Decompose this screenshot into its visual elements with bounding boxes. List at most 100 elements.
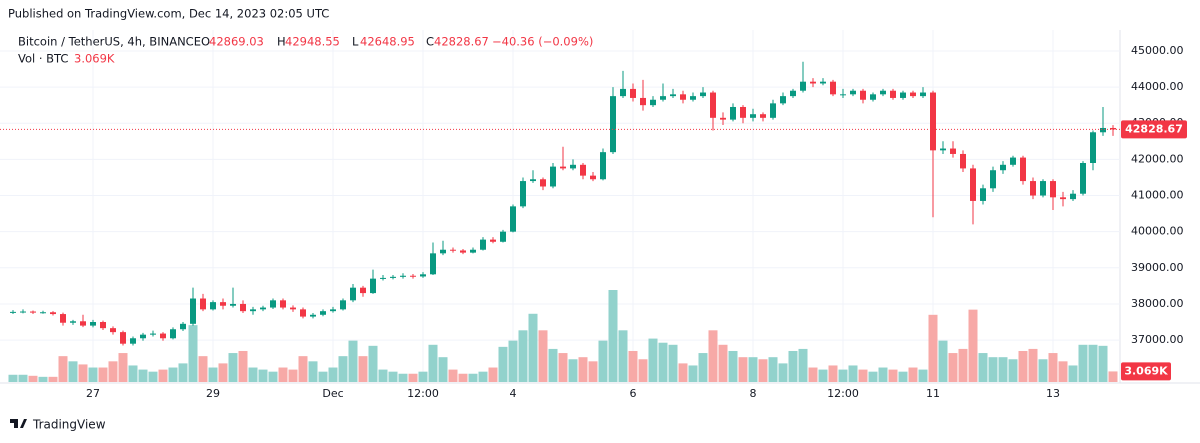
- candle-body: [550, 166, 556, 187]
- volume-bar: [1068, 365, 1078, 382]
- volume-bar: [488, 367, 498, 382]
- y-tick-label: 41000.00: [1131, 189, 1184, 202]
- volume-bar: [638, 359, 648, 382]
- volume-bar: [658, 342, 668, 382]
- volume-bar: [568, 359, 578, 382]
- volume-bar: [78, 364, 88, 382]
- candle-body: [460, 250, 466, 253]
- candle-body: [290, 307, 296, 310]
- published-note: Published on TradingView.com, Dec 14, 20…: [8, 7, 329, 21]
- volume-bars: [8, 290, 1118, 382]
- candle-body: [470, 249, 476, 253]
- volume-bar: [218, 363, 228, 382]
- volume-bar: [438, 357, 448, 382]
- candle-body: [620, 88, 626, 97]
- candle-body: [760, 114, 766, 118]
- candle-body: [1110, 127, 1116, 130]
- volume-bar: [338, 356, 348, 382]
- candle-body: [400, 275, 406, 277]
- candle-body: [840, 94, 846, 96]
- volume-title: Vol · BTC: [18, 52, 68, 66]
- ohlc-value: 42948.55: [285, 35, 340, 49]
- candle-body: [1020, 157, 1026, 182]
- volume-bar: [1058, 361, 1068, 382]
- candle-body: [190, 298, 196, 324]
- volume-bar: [558, 353, 568, 382]
- volume-bar: [328, 367, 338, 382]
- volume-bar: [508, 340, 518, 382]
- volume-bar: [758, 359, 768, 382]
- candle-body: [80, 321, 86, 326]
- candle-body: [430, 253, 436, 275]
- volume-bar: [468, 373, 478, 382]
- footer-brand: TradingView: [32, 418, 106, 432]
- candle-body: [440, 249, 446, 254]
- volume-bar: [988, 357, 998, 382]
- ohlc-letter: L: [352, 35, 359, 49]
- last-price-label: 42828.67: [1125, 122, 1183, 135]
- volume-bar: [28, 375, 38, 382]
- candle-body: [810, 81, 816, 84]
- candle-body: [140, 334, 146, 339]
- candle-body: [900, 92, 906, 98]
- volume-bar: [108, 361, 118, 382]
- candle-body: [630, 88, 636, 98]
- volume-bar: [868, 371, 878, 382]
- volume-bar: [978, 353, 988, 382]
- y-tick-label: 37000.00: [1131, 333, 1184, 346]
- volume-bar: [918, 369, 928, 382]
- candle-body: [60, 314, 66, 323]
- volume-bar: [728, 350, 738, 382]
- candle-body: [660, 96, 666, 100]
- volume-bar: [358, 356, 368, 382]
- volume-bar: [188, 325, 198, 382]
- volume-bar: [948, 353, 958, 382]
- volume-bar: [248, 367, 258, 382]
- candle-body: [230, 303, 236, 306]
- candle-body: [730, 106, 736, 120]
- candle-body: [1040, 181, 1046, 196]
- candle-body: [610, 96, 616, 153]
- volume-bar: [478, 371, 488, 382]
- candle-body: [770, 103, 776, 118]
- candle-body: [1030, 181, 1036, 196]
- x-tick-label: 11: [926, 387, 940, 400]
- candle-body: [800, 81, 806, 91]
- candle-body: [300, 309, 306, 317]
- ohlc-letter: H: [277, 35, 286, 49]
- volume-bar: [1018, 350, 1028, 382]
- candle-body: [380, 277, 386, 279]
- candle-body: [780, 96, 786, 104]
- volume-bar: [408, 373, 418, 382]
- volume-bar: [308, 361, 318, 382]
- volume-bar: [388, 371, 398, 382]
- x-tick-label: 12:00: [407, 387, 439, 400]
- candle-body: [520, 181, 526, 207]
- candle-body: [170, 329, 176, 339]
- footer-logo: [10, 419, 27, 428]
- candle-body: [10, 311, 16, 313]
- volume-bar: [348, 340, 358, 382]
- price-change: −40.36 (−0.09%): [492, 35, 593, 49]
- candle-body: [420, 274, 426, 277]
- candle-body: [280, 300, 286, 308]
- candle-body: [490, 239, 496, 242]
- candle-body: [710, 92, 716, 118]
- candle-body: [570, 164, 576, 169]
- y-tick-label: 40000.00: [1131, 225, 1184, 238]
- volume-bar: [178, 363, 188, 382]
- candle-body: [310, 314, 316, 317]
- x-tick-label: 12:00: [827, 387, 859, 400]
- volume-bar: [898, 371, 908, 382]
- volume-bar: [968, 309, 978, 382]
- candle-body: [510, 206, 516, 232]
- candle-body: [390, 276, 396, 278]
- candles: [10, 61, 1116, 346]
- volume-bar: [1038, 359, 1048, 382]
- volume-bar: [608, 290, 618, 382]
- candle-body: [1070, 193, 1076, 200]
- candle-body: [700, 92, 706, 97]
- candle-body: [890, 90, 896, 98]
- volume-bar: [88, 367, 98, 382]
- candle-body: [880, 90, 886, 95]
